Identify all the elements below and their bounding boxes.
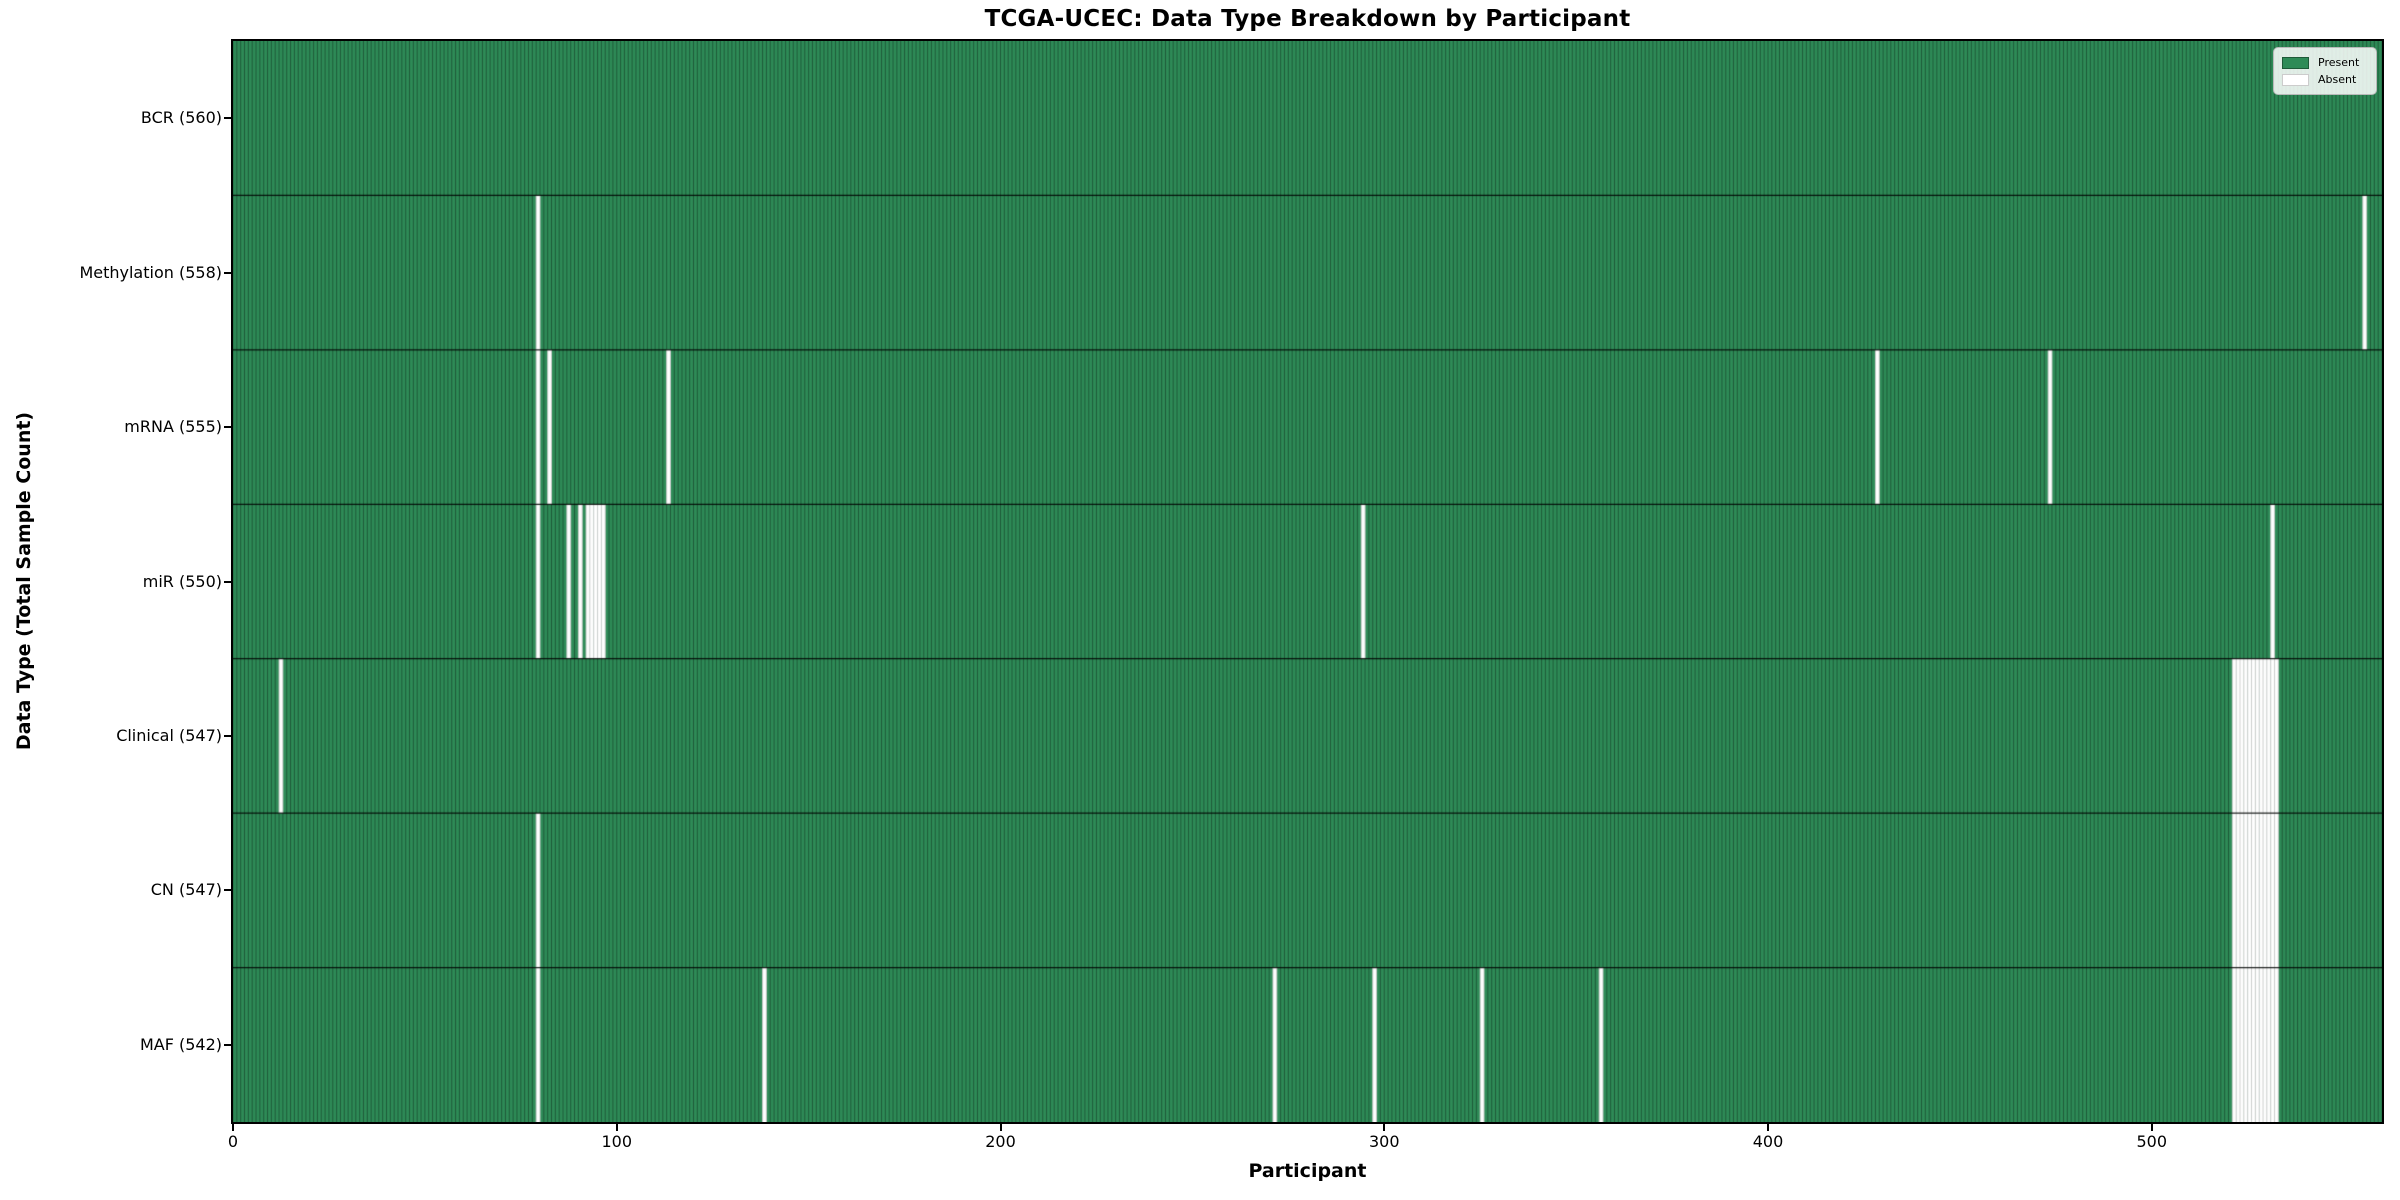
legend-label-absent: Absent — [2318, 73, 2357, 86]
y-tick-label: MAF (542) — [139, 1034, 222, 1054]
x-tick-mark — [1767, 1124, 1769, 1131]
y-tick-label: miR (550) — [142, 571, 222, 591]
y-tick-mark — [224, 889, 231, 892]
y-tick-label: CN (547) — [150, 880, 222, 900]
y-tick-label: BCR (560) — [140, 108, 222, 128]
x-tick-label: 400 — [1752, 1132, 1784, 1151]
y-tick-mark — [224, 117, 231, 120]
x-axis-label: Participant — [1248, 1160, 1367, 1182]
legend: Present Absent — [2273, 47, 2377, 95]
y-tick-mark — [224, 1043, 231, 1046]
x-tick-mark — [999, 1124, 1002, 1131]
x-tick-label: 100 — [601, 1132, 633, 1151]
x-tick-label: 300 — [1368, 1132, 1400, 1151]
y-tick-mark — [224, 734, 231, 737]
x-tick-mark — [232, 1124, 234, 1131]
x-tick-mark — [2150, 1124, 2153, 1131]
x-tick-mark — [1383, 1124, 1386, 1131]
legend-label-present: Present — [2318, 56, 2360, 69]
x-tick-label: 200 — [985, 1132, 1016, 1151]
y-tick-mark — [224, 271, 231, 274]
chart-title: TCGA-UCEC: Data Type Breakdown by Partic… — [984, 6, 1631, 32]
y-tick-mark — [224, 426, 231, 429]
y-tick-mark — [224, 580, 231, 583]
x-tick-mark — [615, 1124, 618, 1131]
x-tick-label: 0 — [227, 1132, 239, 1151]
present-swatch-icon — [2282, 56, 2309, 69]
absent-swatch-icon — [2282, 73, 2309, 86]
y-tick-label: mRNA (555) — [124, 417, 222, 437]
heatmap-canvas — [233, 41, 2382, 1122]
plot-area — [231, 39, 2384, 1124]
legend-item-absent: Absent — [2282, 71, 2368, 88]
x-tick-label: 500 — [2136, 1132, 2168, 1151]
y-tick-label: Methylation (558) — [79, 262, 222, 282]
legend-item-present: Present — [2282, 54, 2368, 71]
y-tick-label: Clinical (547) — [116, 725, 222, 745]
